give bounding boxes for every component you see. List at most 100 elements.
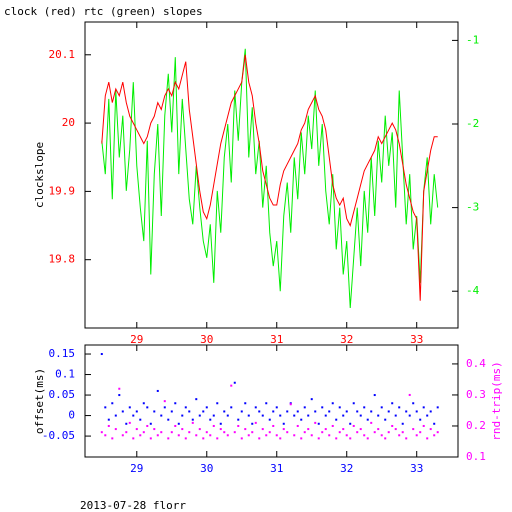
point bbox=[352, 402, 355, 405]
point bbox=[177, 422, 180, 425]
point bbox=[226, 434, 229, 437]
series-line bbox=[101, 48, 439, 308]
point bbox=[422, 424, 425, 427]
point bbox=[184, 406, 187, 409]
point bbox=[114, 428, 117, 431]
point bbox=[370, 410, 373, 413]
x-tick-label: 32 bbox=[340, 462, 353, 475]
series-line bbox=[101, 54, 438, 301]
point bbox=[282, 422, 285, 425]
point bbox=[426, 414, 429, 417]
point bbox=[191, 421, 194, 424]
point bbox=[335, 437, 338, 440]
x-tick-label: 31 bbox=[270, 462, 283, 475]
point bbox=[282, 428, 285, 431]
point bbox=[142, 431, 145, 434]
y2-tick-label: -1 bbox=[466, 33, 479, 46]
point bbox=[100, 431, 103, 434]
point bbox=[244, 428, 247, 431]
point bbox=[289, 402, 292, 405]
point bbox=[230, 406, 233, 409]
point bbox=[268, 431, 271, 434]
point bbox=[272, 424, 275, 427]
point bbox=[251, 422, 254, 425]
point bbox=[219, 428, 222, 431]
point bbox=[142, 402, 145, 405]
point bbox=[104, 406, 107, 409]
point bbox=[345, 434, 348, 437]
point bbox=[107, 424, 110, 427]
point bbox=[174, 424, 177, 427]
point bbox=[125, 422, 128, 425]
y2-tick-label: 0.4 bbox=[466, 357, 486, 370]
point bbox=[342, 428, 345, 431]
point bbox=[170, 410, 173, 413]
point bbox=[111, 402, 114, 405]
point bbox=[377, 428, 380, 431]
point bbox=[307, 414, 310, 417]
point bbox=[237, 418, 240, 421]
point bbox=[349, 437, 352, 440]
y-tick-label: 19.9 bbox=[49, 184, 76, 197]
point bbox=[380, 406, 383, 409]
point bbox=[328, 434, 331, 437]
point bbox=[415, 410, 418, 413]
point bbox=[366, 437, 369, 440]
point bbox=[191, 418, 194, 421]
point bbox=[100, 353, 103, 356]
point bbox=[153, 428, 156, 431]
point bbox=[345, 410, 348, 413]
point bbox=[398, 434, 401, 437]
point bbox=[188, 431, 191, 434]
point bbox=[380, 434, 383, 437]
point bbox=[359, 414, 362, 417]
y-tick-label: -0.05 bbox=[42, 429, 75, 442]
point bbox=[258, 437, 261, 440]
x-tick-label: 29 bbox=[130, 333, 143, 346]
point bbox=[338, 431, 341, 434]
point bbox=[286, 410, 289, 413]
point bbox=[363, 434, 366, 437]
point bbox=[296, 410, 299, 413]
x-tick-label: 33 bbox=[410, 333, 423, 346]
x-tick-label: 30 bbox=[200, 462, 213, 475]
point bbox=[331, 402, 334, 405]
point bbox=[300, 418, 303, 421]
point bbox=[209, 434, 212, 437]
point bbox=[240, 410, 243, 413]
y2-tick-label: 0.3 bbox=[466, 388, 486, 401]
point bbox=[405, 410, 408, 413]
point bbox=[198, 428, 201, 431]
point bbox=[275, 406, 278, 409]
point bbox=[272, 410, 275, 413]
point bbox=[212, 424, 215, 427]
point bbox=[356, 431, 359, 434]
point bbox=[366, 418, 369, 421]
point bbox=[233, 381, 236, 384]
point bbox=[373, 394, 376, 397]
point bbox=[149, 437, 152, 440]
point bbox=[310, 398, 313, 401]
point bbox=[433, 434, 436, 437]
plot-frame bbox=[84, 344, 459, 458]
point bbox=[429, 428, 432, 431]
x-tick-label: 30 bbox=[200, 333, 213, 346]
point bbox=[370, 421, 373, 424]
point bbox=[149, 422, 152, 425]
point bbox=[317, 422, 320, 425]
point bbox=[296, 424, 299, 427]
point bbox=[422, 406, 425, 409]
point bbox=[188, 410, 191, 413]
point bbox=[377, 414, 380, 417]
y-axis-label: clockslope bbox=[33, 142, 46, 208]
point bbox=[226, 414, 229, 417]
point bbox=[433, 422, 436, 425]
point bbox=[128, 406, 131, 409]
y2-tick-label: 0.2 bbox=[466, 419, 486, 432]
point bbox=[111, 437, 114, 440]
point bbox=[331, 424, 334, 427]
footer: 2013-07-28 florr bbox=[80, 499, 186, 512]
point bbox=[216, 402, 219, 405]
point bbox=[307, 428, 310, 431]
point bbox=[237, 424, 240, 427]
